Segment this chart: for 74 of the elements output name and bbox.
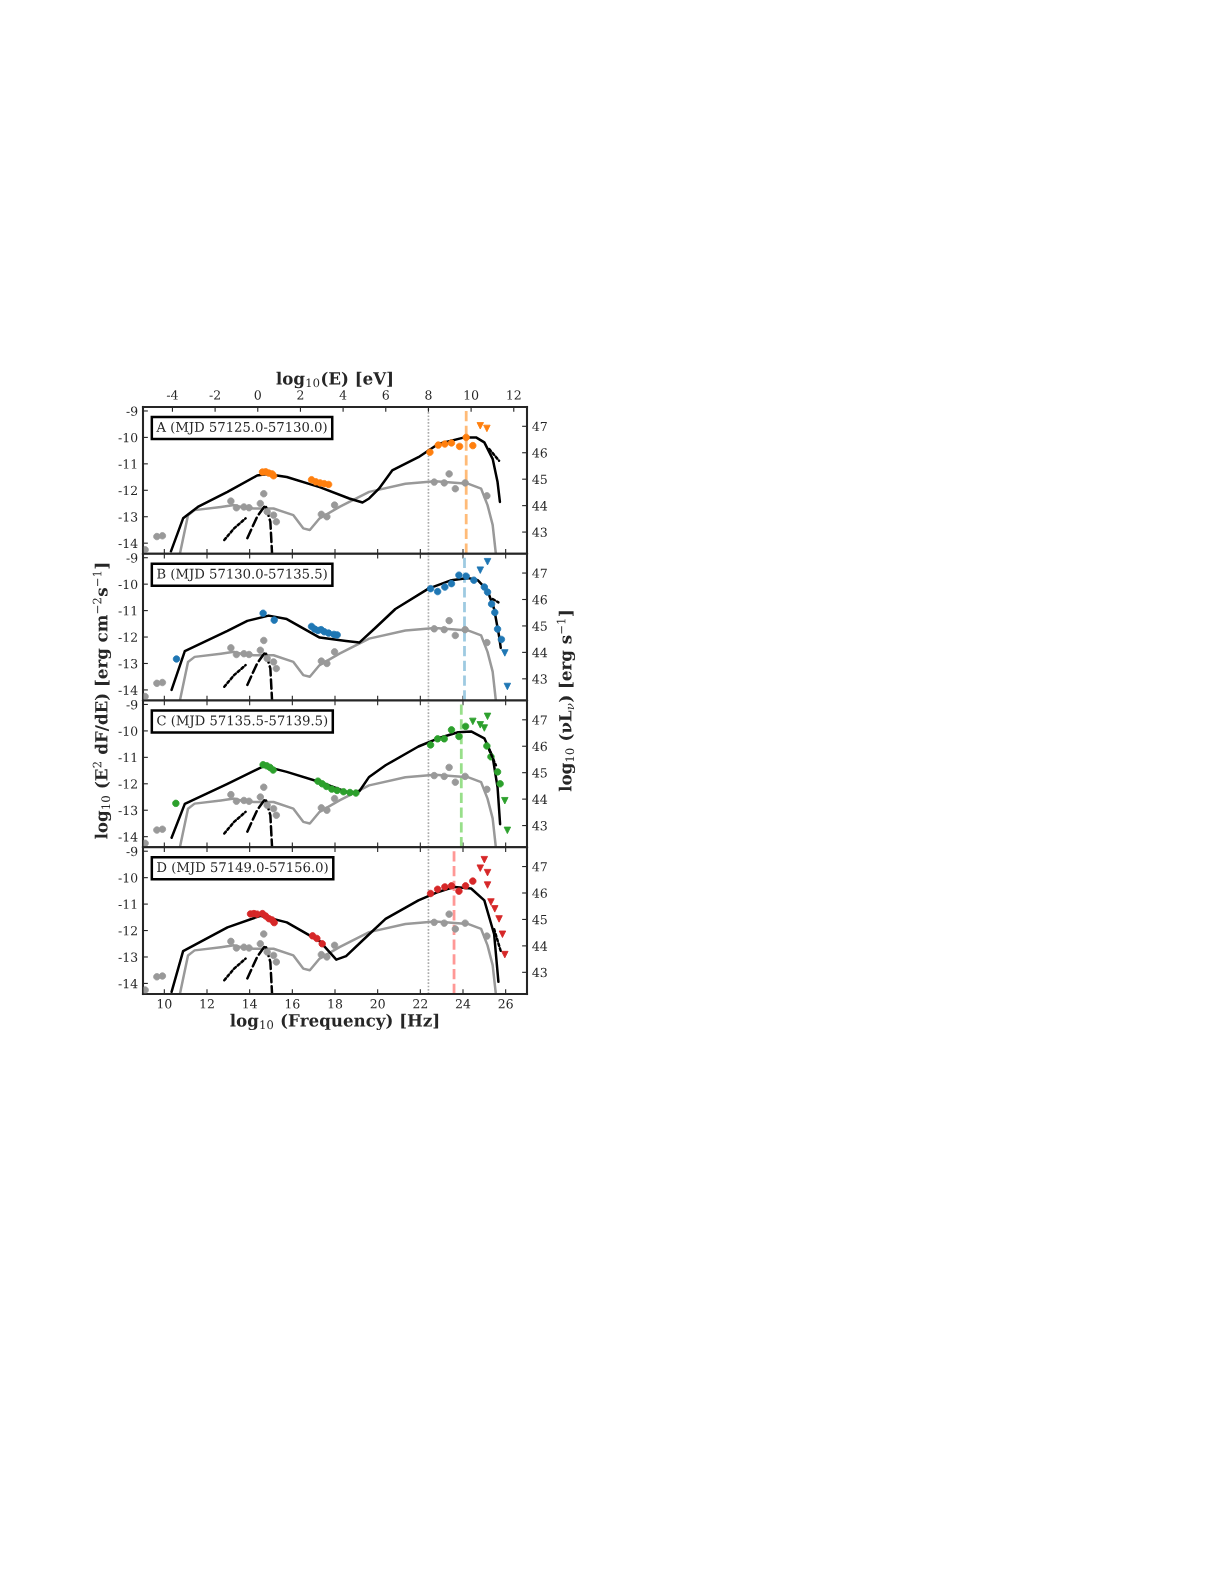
y-tick-label: -11 bbox=[118, 459, 137, 469]
y-tick-label: -14 bbox=[118, 978, 138, 989]
y2-tick-label: 47 bbox=[532, 715, 547, 725]
y2-tick-label: 43 bbox=[532, 527, 547, 537]
y-tick-label: -13 bbox=[118, 805, 138, 816]
y-tick-label: -11 bbox=[118, 899, 137, 909]
x-tick-label: 26 bbox=[498, 999, 513, 1009]
y-tick-label: -12 bbox=[118, 632, 137, 642]
y2-tick-label: 44 bbox=[532, 501, 548, 511]
x2-tick-label: 0 bbox=[254, 390, 261, 400]
y-tick-label: -13 bbox=[118, 952, 138, 962]
y-tick-label: -9 bbox=[126, 846, 138, 857]
y-tick-label: -10 bbox=[118, 873, 138, 883]
x2-tick-label: -2 bbox=[209, 390, 220, 400]
y2-tick-label: 44 bbox=[532, 647, 548, 658]
y2-tick-label: 46 bbox=[532, 888, 547, 898]
x2-tick-label: 12 bbox=[507, 390, 521, 400]
x2-tick-label: 6 bbox=[382, 390, 389, 400]
line-series bbox=[178, 920, 498, 994]
y-tick-label: -9 bbox=[126, 699, 138, 710]
y-tick-label: -14 bbox=[118, 832, 138, 842]
annotation: A (MJD 57125.0-57130.0) bbox=[156, 421, 327, 435]
y2-tick-label: 47 bbox=[532, 421, 547, 432]
x-tick-label: 18 bbox=[328, 999, 343, 1009]
y-tick-label: -12 bbox=[118, 926, 137, 936]
x-tick-label: 12 bbox=[200, 999, 214, 1009]
x-tick-label: 24 bbox=[455, 999, 471, 1009]
y-tick-label: -14 bbox=[118, 538, 138, 548]
x-tick-label: 16 bbox=[285, 999, 300, 1009]
y2-tick-label: 45 bbox=[532, 768, 547, 778]
annotation: C (MJD 57135.5-57139.5) bbox=[157, 715, 328, 728]
x-tick-label: 22 bbox=[413, 999, 428, 1009]
y2-tick-label: 46 bbox=[532, 594, 547, 605]
y2-tick-label: 43 bbox=[532, 821, 547, 831]
x-axis-title: log$_{10}$ (Frequency) [Hz] bbox=[230, 1013, 439, 1031]
y2-axis-title: log$_{10}$ (νL$_{ν}$) [erg s$^{−1}$] bbox=[556, 611, 576, 792]
y-tick-label: -9 bbox=[126, 406, 138, 416]
y2-tick-label: 43 bbox=[532, 967, 547, 978]
x-tick-label: 14 bbox=[243, 999, 257, 1009]
y2-tick-label: 47 bbox=[532, 862, 547, 872]
x2-tick-label: 10 bbox=[464, 390, 479, 400]
y2-tick-label: 44 bbox=[532, 794, 548, 804]
y2-tick-label: 45 bbox=[532, 621, 547, 631]
y2-tick-label: 47 bbox=[532, 568, 547, 578]
y-tick-label: -10 bbox=[118, 579, 138, 590]
y-tick-label: -13 bbox=[118, 658, 138, 669]
line-series bbox=[178, 626, 498, 701]
y2-tick-label: 46 bbox=[532, 741, 547, 752]
y2-tick-label: 45 bbox=[532, 914, 547, 925]
annotation: B (MJD 57130.0-57135.5) bbox=[157, 568, 327, 582]
line-series bbox=[178, 480, 498, 554]
y-tick-label: -10 bbox=[118, 726, 138, 736]
x2-tick-label: 2 bbox=[297, 390, 304, 400]
y-tick-label: -11 bbox=[118, 752, 137, 763]
y2-tick-label: 44 bbox=[532, 941, 548, 951]
x-tick-label: 10 bbox=[157, 999, 172, 1009]
y2-tick-label: 46 bbox=[532, 448, 547, 458]
y2-tick-label: 43 bbox=[532, 674, 547, 684]
y-tick-label: -13 bbox=[118, 512, 138, 522]
text: log$_{10}$ (E$^{2}$ dF/dE) [erg cm$^{−2}$s$^{−1}$] bbox=[92, 563, 112, 839]
y-tick-label: -12 bbox=[118, 485, 137, 496]
x2-tick-label: 8 bbox=[425, 390, 432, 400]
y-tick-label: -9 bbox=[126, 553, 138, 563]
y2-tick-label: 45 bbox=[532, 474, 547, 485]
y-tick-label: -14 bbox=[118, 685, 138, 695]
y-tick-label: -12 bbox=[118, 779, 137, 789]
y-tick-label: -10 bbox=[118, 432, 138, 443]
annotation: D (MJD 57149.0-57156.0) bbox=[157, 861, 328, 875]
x2-tick-label: -4 bbox=[166, 390, 178, 400]
y-tick-label: -11 bbox=[118, 606, 137, 616]
line-series bbox=[178, 773, 498, 848]
x2-tick-label: 4 bbox=[339, 390, 347, 400]
x2-axis-title: log$_{10}$(E) [eV] bbox=[276, 371, 392, 389]
x-tick-label: 20 bbox=[370, 999, 385, 1009]
